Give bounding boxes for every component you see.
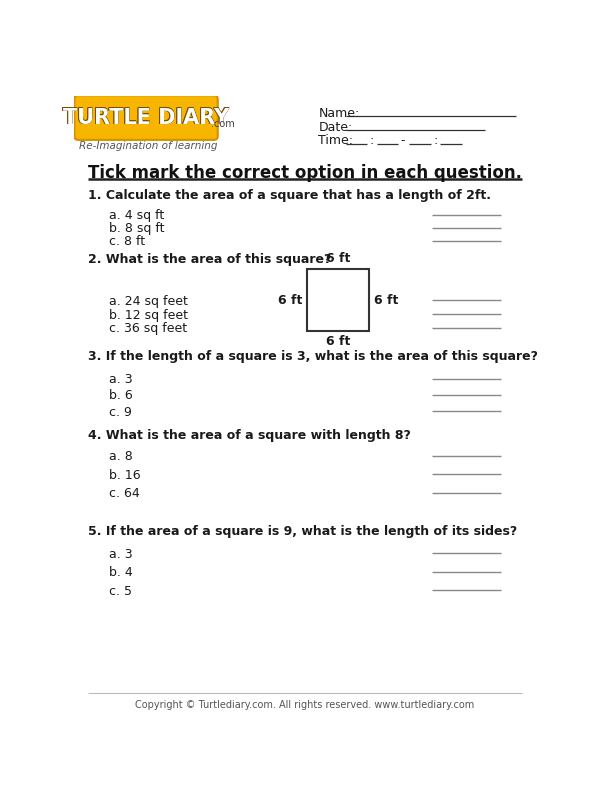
Text: Tick mark the correct option in each question.: Tick mark the correct option in each que… <box>88 164 522 182</box>
Text: c. 5: c. 5 <box>109 585 132 598</box>
Text: 1. Calculate the area of a square that has a length of 2ft.: 1. Calculate the area of a square that h… <box>88 189 491 202</box>
Text: 6 ft: 6 ft <box>374 294 398 306</box>
Text: TURTLE DIARY: TURTLE DIARY <box>62 106 229 126</box>
FancyBboxPatch shape <box>74 95 218 140</box>
Text: a. 24 sq feet: a. 24 sq feet <box>109 294 188 308</box>
Text: 2. What is the area of this square?: 2. What is the area of this square? <box>88 253 331 266</box>
Text: TURTLE DIARY: TURTLE DIARY <box>63 108 230 128</box>
Text: 4. What is the area of a square with length 8?: 4. What is the area of a square with len… <box>88 429 411 442</box>
Text: Time:: Time: <box>318 134 353 147</box>
Text: Name:: Name: <box>318 106 360 120</box>
Text: TURTLE DIARY: TURTLE DIARY <box>62 109 229 129</box>
Text: :: : <box>433 134 437 147</box>
Text: 6 ft: 6 ft <box>325 252 350 265</box>
Text: TURTLE DIARY: TURTLE DIARY <box>64 107 230 127</box>
Text: c. 36 sq feet: c. 36 sq feet <box>109 322 187 335</box>
Text: c. 64: c. 64 <box>109 487 140 500</box>
Text: b. 8 sq ft: b. 8 sq ft <box>109 222 165 235</box>
Text: b. 4: b. 4 <box>109 566 133 579</box>
Text: b. 6: b. 6 <box>109 390 133 402</box>
Bar <box>307 270 369 331</box>
Text: .com: .com <box>211 118 234 129</box>
Text: TURTLE DIARY: TURTLE DIARY <box>62 107 228 127</box>
Text: a. 3: a. 3 <box>109 373 133 386</box>
Text: Date:: Date: <box>318 121 353 134</box>
Text: TURTLE DIARY: TURTLE DIARY <box>62 107 229 127</box>
Text: c. 9: c. 9 <box>109 406 132 418</box>
Text: c. 8 ft: c. 8 ft <box>109 235 145 248</box>
Text: 3. If the length of a square is 3, what is the area of this square?: 3. If the length of a square is 3, what … <box>88 350 538 363</box>
Text: -: - <box>400 134 405 147</box>
Text: Re-Imagination of learning: Re-Imagination of learning <box>79 141 217 150</box>
Text: 6 ft: 6 ft <box>278 294 302 306</box>
Text: TURTLE DIARY: TURTLE DIARY <box>62 108 228 128</box>
Text: TURTLE DIARY: TURTLE DIARY <box>63 107 230 127</box>
Text: b. 12 sq feet: b. 12 sq feet <box>109 309 188 322</box>
Text: a. 3: a. 3 <box>109 548 133 561</box>
Text: b. 16: b. 16 <box>109 469 141 482</box>
Text: 5. If the area of a square is 9, what is the length of its sides?: 5. If the area of a square is 9, what is… <box>88 525 518 538</box>
Text: 6 ft: 6 ft <box>325 335 350 349</box>
Text: Copyright © Turtlediary.com. All rights reserved. www.turtlediary.com: Copyright © Turtlediary.com. All rights … <box>135 701 474 710</box>
Text: a. 8: a. 8 <box>109 450 133 463</box>
Text: a. 4 sq ft: a. 4 sq ft <box>109 209 164 222</box>
Text: :: : <box>369 134 374 147</box>
Text: TURTLE DIARY: TURTLE DIARY <box>62 107 228 127</box>
